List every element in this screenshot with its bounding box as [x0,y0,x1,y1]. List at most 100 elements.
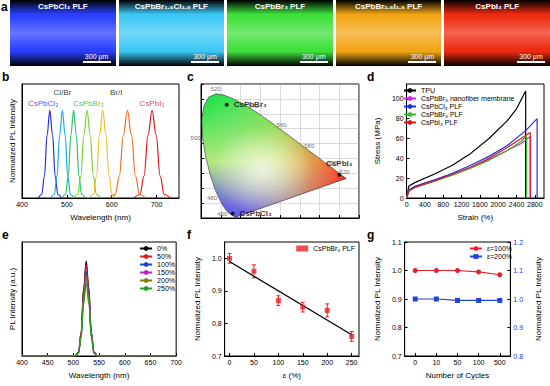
svg-text:CsPbBr₃: CsPbBr₃ [234,100,267,109]
svg-text:CsPbBr₃ nanofiber membrane: CsPbBr₃ nanofiber membrane [421,95,515,102]
svg-text:0.8: 0.8 [212,320,222,327]
svg-text:1.0: 1.0 [212,255,222,262]
svg-text:c: c [187,70,194,84]
svg-text:480: 480 [207,195,218,201]
svg-text:e: e [2,228,9,242]
svg-text:CsPbI₃ PLF: CsPbI₃ PLF [421,119,458,126]
svg-text:f: f [187,228,192,242]
svg-text:80: 80 [396,115,404,122]
svg-text:500: 500 [61,201,73,208]
svg-text:250%: 250% [157,285,175,292]
svg-text:600: 600 [119,359,131,366]
svg-text:800: 800 [437,201,449,208]
svg-text:400: 400 [16,201,28,208]
svg-text:100: 100 [392,95,404,102]
svg-text:520: 520 [211,86,222,92]
svg-text:0.9: 0.9 [392,296,402,303]
svg-text:Br/I: Br/I [110,88,122,97]
svg-text:2400: 2400 [509,201,525,208]
svg-text:TPU: TPU [421,87,435,94]
svg-text:450: 450 [42,359,54,366]
svg-text:CsPbI₃: CsPbI₃ [140,99,165,108]
svg-text:0.7: 0.7 [212,353,222,360]
svg-text:0: 0 [228,359,232,366]
svg-text:400: 400 [419,201,431,208]
svg-text:40: 40 [396,155,404,162]
svg-text:Wavelength (nm): Wavelength (nm) [69,371,130,380]
svg-text:200%: 200% [157,277,175,284]
svg-text:1200: 1200 [454,201,470,208]
svg-text:1.1: 1.1 [392,239,402,246]
svg-text:0.8: 0.8 [392,324,402,331]
svg-text:550: 550 [93,359,105,366]
svg-text:CsPbBr₃ PLF: CsPbBr₃ PLF [421,111,463,118]
svg-text:1600: 1600 [472,201,488,208]
svg-text:ε=200%: ε=200% [487,253,512,260]
svg-text:d: d [367,70,374,84]
svg-text:1.2: 1.2 [513,239,523,246]
svg-text:ε (%): ε (%) [283,371,302,380]
svg-text:0.7: 0.7 [392,353,402,360]
svg-text:50%: 50% [157,253,171,260]
svg-text:0: 0 [405,201,409,208]
svg-text:600: 600 [106,201,118,208]
svg-text:0.8: 0.8 [513,353,523,360]
svg-text:500: 500 [494,359,506,366]
svg-text:250: 250 [346,359,358,366]
svg-text:100: 100 [273,359,285,366]
svg-text:CsPbCl₃: CsPbCl₃ [240,209,272,218]
svg-text:100%: 100% [157,261,175,268]
svg-text:50: 50 [454,359,462,366]
svg-text:200: 200 [321,359,333,366]
svg-text:0.9: 0.9 [513,324,523,331]
svg-text:1.0: 1.0 [513,296,523,303]
svg-text:100: 100 [473,359,485,366]
svg-text:2000: 2000 [490,201,506,208]
svg-text:PL Intensity (a.u.): PL Intensity (a.u.) [8,267,17,330]
svg-text:Stress (MPa): Stress (MPa) [373,117,382,164]
svg-text:CsPbI₃: CsPbI₃ [326,159,353,168]
svg-text:500: 500 [191,135,202,141]
svg-text:460: 460 [217,211,228,217]
svg-text:150: 150 [297,359,309,366]
svg-text:Normalized PL Intensity: Normalized PL Intensity [193,257,202,341]
html-text:CsPbCl₃ PLF: CsPbCl₃ PLF [38,2,88,11]
svg-text:600: 600 [327,160,338,166]
svg-text:0%: 0% [157,245,167,252]
svg-text:540: 540 [248,103,259,109]
html-text:CsPbBr₁.₅Cl₁.₅ PLF: CsPbBr₁.₅Cl₁.₅ PLF [134,2,208,11]
svg-text:CsPbBr₃: CsPbBr₃ [73,99,104,108]
svg-text:560: 560 [277,122,288,128]
svg-text:b: b [2,70,9,84]
svg-text:500: 500 [68,359,80,366]
svg-text:650: 650 [145,359,157,366]
svg-text:Number of Cycles: Number of Cycles [426,371,490,380]
svg-text:400: 400 [16,359,28,366]
svg-text:700: 700 [151,201,163,208]
svg-text:1.0: 1.0 [392,267,402,274]
svg-text:10: 10 [432,359,440,366]
svg-text:0: 0 [413,359,417,366]
svg-text:ε=100%: ε=100% [487,245,512,252]
svg-text:60: 60 [396,135,404,142]
svg-text:0: 0 [400,195,404,202]
svg-text:Strain (%): Strain (%) [458,213,494,222]
svg-text:2800: 2800 [527,201,543,208]
svg-text:g: g [367,228,374,242]
svg-text:580: 580 [304,143,315,149]
svg-text:Normalized PL Intensity: Normalized PL Intensity [373,257,382,341]
svg-text:150%: 150% [157,269,175,276]
svg-text:Normalized PL Intensity: Normalized PL Intensity [534,257,543,341]
svg-text:Normalized PL Intensity: Normalized PL Intensity [8,99,17,183]
svg-text:20: 20 [396,175,404,182]
svg-text:700: 700 [170,359,182,366]
svg-text:620: 620 [340,169,351,175]
svg-text:CsPbBr₃ PLF: CsPbBr₃ PLF [313,245,355,252]
svg-text:Cl/Br: Cl/Br [53,88,71,97]
svg-text:Wavelength (nm): Wavelength (nm) [70,213,131,222]
svg-text:1.1: 1.1 [513,267,523,274]
svg-text:0.9: 0.9 [212,287,222,294]
svg-text:CsPbCl₃: CsPbCl₃ [28,99,58,108]
svg-text:50: 50 [250,359,258,366]
svg-text:CsPbCl₃ PLF: CsPbCl₃ PLF [421,103,462,110]
